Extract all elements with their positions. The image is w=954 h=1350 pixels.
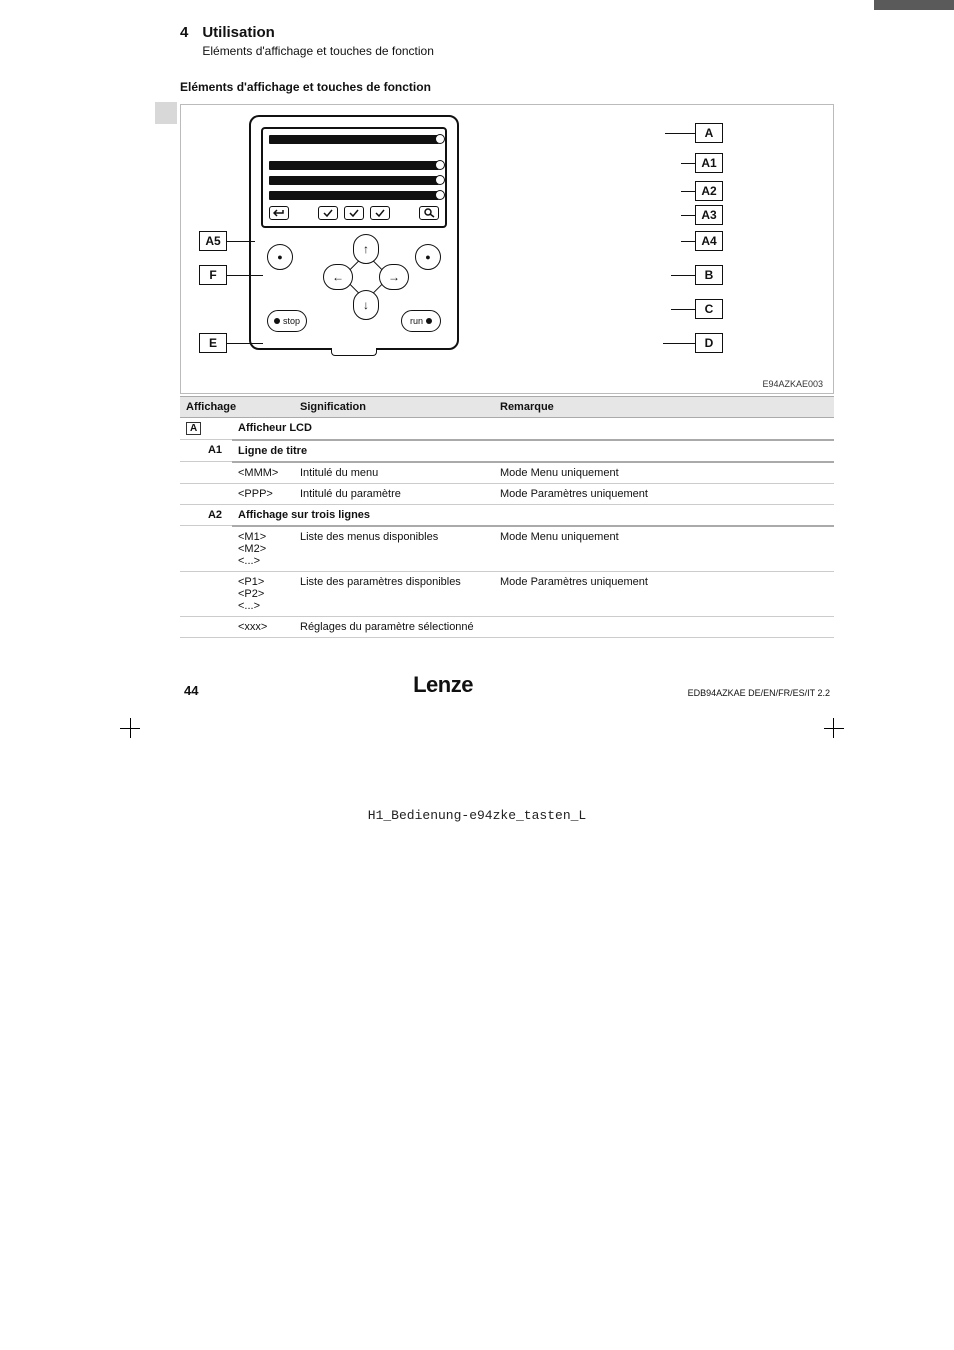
table-row: <PPP> Intitulé du paramètre Mode Paramèt… — [180, 483, 834, 504]
figure-code: E94AZKAE003 — [762, 379, 823, 389]
cell-sig: Liste des paramètres disponibles — [294, 571, 494, 616]
doc-reference: EDB94AZKAE DE/EN/FR/ES/IT 2.2 — [688, 688, 830, 698]
dpad-down[interactable]: ↓ — [353, 290, 379, 320]
cell-A-label: Afficheur LCD — [232, 418, 834, 440]
callout-E: E — [199, 333, 227, 353]
lcd-line-1 — [269, 161, 439, 170]
cell-rem — [494, 616, 834, 637]
page-footer: 44 Lenze EDB94AZKAE DE/EN/FR/ES/IT 2.2 — [180, 672, 834, 698]
brand-logo: Lenze — [413, 672, 473, 698]
cell-A-key: A — [180, 418, 232, 440]
check-icon — [370, 206, 390, 220]
callout-B: B — [695, 265, 723, 285]
lead-line — [663, 343, 695, 344]
cell-A2-key: A2 — [180, 504, 232, 526]
device-tab — [331, 348, 377, 356]
cell-A2-label: Affichage sur trois lignes — [232, 504, 834, 526]
fn-key-f4[interactable]: ● — [415, 244, 441, 270]
run-button[interactable]: run — [401, 310, 441, 332]
th-signification: Signification — [294, 397, 494, 418]
cell-rem: Mode Paramètres uniquement — [494, 483, 834, 504]
cell-rem: Mode Paramètres uniquement — [494, 571, 834, 616]
keypad: ● ● stop run ↑ ↓ ← → — [261, 238, 447, 334]
margin-marker — [155, 102, 177, 124]
callout-C: C — [695, 299, 723, 319]
page: 4 Utilisation Eléments d'affichage et to… — [0, 0, 954, 748]
cell-sig: Réglages du paramètre sélectionné — [294, 616, 494, 637]
lead-line — [671, 309, 695, 310]
lcd-line-3 — [269, 191, 439, 200]
fn-key-f1[interactable]: ● — [267, 244, 293, 270]
cell-A1-key: A1 — [180, 440, 232, 462]
section-title: Utilisation — [202, 24, 434, 41]
lead-line — [681, 241, 695, 242]
display-table: Affichage Signification Remarque A Affic… — [180, 396, 834, 638]
lead-line — [227, 241, 255, 242]
callout-A5: A5 — [199, 231, 227, 251]
device-outline: ● ● stop run ↑ ↓ ← → — [249, 115, 459, 350]
dpad-left[interactable]: ← — [323, 264, 353, 290]
lcd-line-2 — [269, 176, 439, 185]
cell-code: <xxx> — [232, 616, 294, 637]
cell-code: <M1> <M2> <...> — [232, 526, 294, 572]
table-row: <MMM> Intitulé du menu Mode Menu uniquem… — [180, 462, 834, 484]
lead-line — [671, 275, 695, 276]
cell-rem: Mode Menu uniquement — [494, 462, 834, 484]
image-caption: H1_Bedienung-e94zke_tasten_L — [0, 808, 954, 823]
table-row: <xxx> Réglages du paramètre sélectionné — [180, 616, 834, 637]
cell-sig: Intitulé du menu — [294, 462, 494, 484]
callout-F: F — [199, 265, 227, 285]
cell-rem: Mode Menu uniquement — [494, 526, 834, 572]
table-row: <P1> <P2> <...> Liste des paramètres dis… — [180, 571, 834, 616]
check-icon — [318, 206, 338, 220]
lead-line — [681, 215, 695, 216]
run-label: run — [410, 316, 423, 326]
stop-label: stop — [283, 316, 300, 326]
lead-line — [681, 163, 695, 164]
callout-A3: A3 — [695, 205, 723, 225]
lead-line — [681, 191, 695, 192]
cell-code: <MMM> — [232, 462, 294, 484]
corner-accent — [874, 0, 954, 10]
callout-A4: A4 — [695, 231, 723, 251]
check-icon — [344, 206, 364, 220]
cell-sig: Intitulé du paramètre — [294, 483, 494, 504]
lcd-icon-row — [269, 206, 439, 220]
search-icon — [419, 206, 439, 220]
lead-line — [227, 275, 263, 276]
section-number: 4 — [180, 24, 188, 41]
lead-line — [227, 343, 263, 344]
lcd-title-line — [269, 135, 439, 144]
callout-D: D — [695, 333, 723, 353]
lcd-spacer — [269, 150, 439, 157]
device-figure: ● ● stop run ↑ ↓ ← → — [180, 104, 834, 394]
dpad-up[interactable]: ↑ — [353, 234, 379, 264]
cell-A1-label: Ligne de titre — [232, 440, 834, 462]
table-row: <M1> <M2> <...> Liste des menus disponib… — [180, 526, 834, 572]
lead-line — [665, 133, 695, 134]
page-number: 44 — [184, 683, 198, 698]
cell-code: <PPP> — [232, 483, 294, 504]
section-heading: Eléments d'affichage et touches de fonct… — [180, 80, 834, 94]
callout-A: A — [695, 123, 723, 143]
callout-A1: A1 — [695, 153, 723, 173]
th-affichage: Affichage — [180, 397, 294, 418]
cell-sig: Liste des menus disponibles — [294, 526, 494, 572]
section-subtitle: Eléments d'affichage et touches de fonct… — [202, 44, 434, 58]
stop-button[interactable]: stop — [267, 310, 307, 332]
dpad: ↑ ↓ ← → — [327, 238, 405, 316]
th-remarque: Remarque — [494, 397, 834, 418]
cell-code: <P1> <P2> <...> — [232, 571, 294, 616]
callout-A2: A2 — [695, 181, 723, 201]
dpad-right[interactable]: → — [379, 264, 409, 290]
return-icon — [269, 206, 289, 220]
lcd-panel — [261, 127, 447, 228]
page-header: 4 Utilisation Eléments d'affichage et to… — [180, 24, 834, 58]
